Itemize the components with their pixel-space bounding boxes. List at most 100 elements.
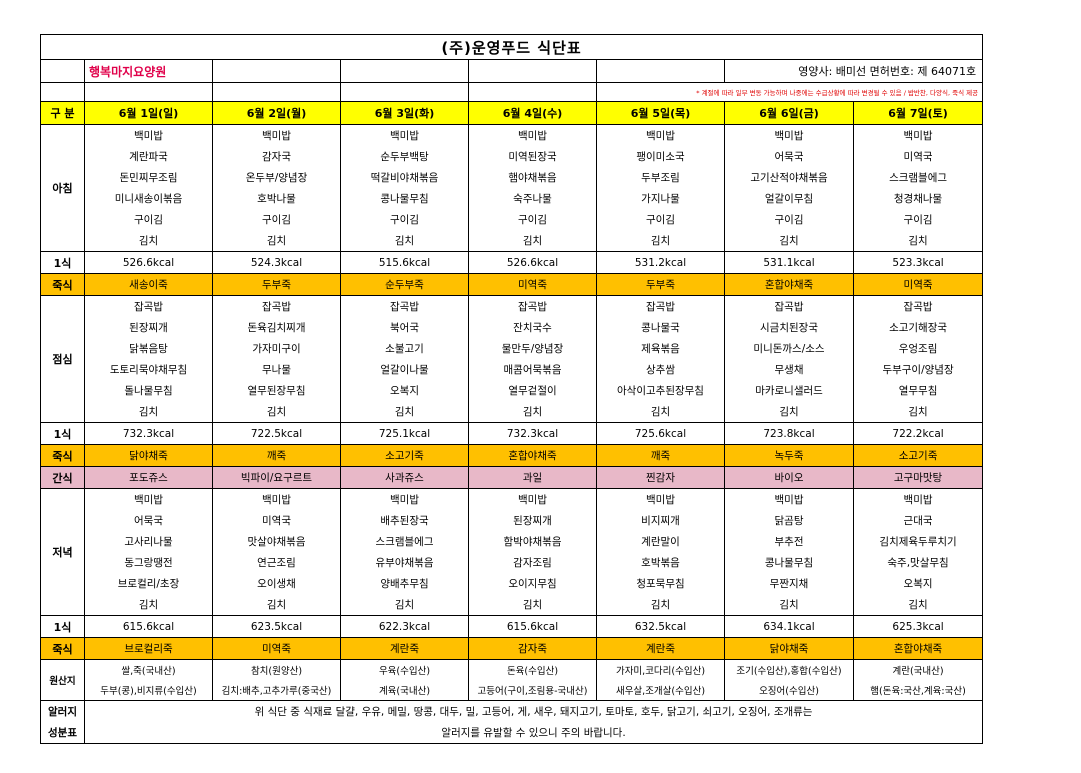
menu-item: 김치 xyxy=(212,230,341,252)
snack-item: 포도쥬스 xyxy=(84,466,213,489)
menu-item: 마카로니샐러드 xyxy=(724,380,854,401)
kcal-value: 531.2kcal xyxy=(596,251,725,274)
porridge-item: 소고기죽 xyxy=(852,444,984,467)
menu-item: 팽이미소국 xyxy=(596,146,725,167)
origin-item: 우육(수입산) xyxy=(340,659,469,680)
day-header: 6월 2일(월) xyxy=(212,101,341,125)
menu-item: 잡곡밥 xyxy=(212,295,341,317)
origin-item: 조기(수입산),홍합(수입산) xyxy=(724,659,854,680)
menu-item: 미역된장국 xyxy=(468,146,597,167)
origin-item: 참치(원양산) xyxy=(212,659,341,680)
porridge-item: 감자죽 xyxy=(468,637,597,660)
porridge-label: 죽식 xyxy=(40,637,85,660)
menu-item: 백미밥 xyxy=(84,488,213,510)
lunch-label: 점심 xyxy=(40,295,85,423)
porridge-item: 닭야채죽 xyxy=(84,444,213,467)
porridge-item: 계란죽 xyxy=(340,637,469,660)
kcal-value: 725.1kcal xyxy=(340,422,469,445)
menu-item: 스크램블에그 xyxy=(852,167,984,188)
menu-item: 감자조림 xyxy=(468,552,597,573)
snack-item: 사과쥬스 xyxy=(340,466,469,489)
menu-item: 김치 xyxy=(596,594,725,616)
kcal-value: 615.6kcal xyxy=(84,615,213,638)
snack-row: 간식 포도쥬스 빅파이/요구르트 사과쥬스 과일 찐감자 바이오 고구마맛탕 xyxy=(40,466,984,489)
dinner-menu-row: 김치 김치 김치 김치 김치 김치 김치 xyxy=(41,594,984,616)
menu-item: 소불고기 xyxy=(340,338,469,359)
menu-item: 돈민찌무조림 xyxy=(84,167,213,188)
menu-item: 가자미구이 xyxy=(212,338,341,359)
breakfast-kcal-row: 1식 526.6kcal 524.3kcal 515.6kcal 526.6kcal 53… xyxy=(40,251,984,274)
menu-item: 배추된장국 xyxy=(340,510,469,531)
porridge-item: 깨죽 xyxy=(596,444,725,467)
snack-label: 간식 xyxy=(40,466,85,489)
breakfast-menu-row: 계란파국 감자국 순두부백탕 미역된장국 팽이미소국 어묵국 미역국 xyxy=(41,146,984,167)
origin-item: 계육(국내산) xyxy=(340,680,469,701)
snack-item: 빅파이/요구르트 xyxy=(212,466,341,489)
menu-item: 미니돈까스/소스 xyxy=(724,338,854,359)
menu-item: 김치 xyxy=(596,230,725,252)
porridge-item: 소고기죽 xyxy=(340,444,469,467)
lunch-menu-row: 닭볶음탕 가자미구이 소불고기 물만두/양념장 제육볶음 미니돈까스/소스 우엉조림 xyxy=(41,338,984,359)
menu-item: 김치 xyxy=(340,594,469,616)
kcal-value: 622.3kcal xyxy=(340,615,469,638)
porridge-item: 미역죽 xyxy=(852,273,984,296)
menu-item: 부추전 xyxy=(724,531,854,552)
menu-item: 김치제육두루치기 xyxy=(852,531,984,552)
menu-item: 김치 xyxy=(340,401,469,423)
menu-item: 호박나물 xyxy=(212,188,341,209)
menu-item: 콩나물국 xyxy=(596,317,725,338)
menu-item: 백미밥 xyxy=(340,488,469,510)
menu-item: 돌나물무침 xyxy=(84,380,213,401)
menu-item: 스크램블에그 xyxy=(340,531,469,552)
menu-item: 온두부/양념장 xyxy=(212,167,341,188)
lunch-kcal-row: 1식 732.3kcal 722.5kcal 725.1kcal 732.3kcal 72… xyxy=(40,422,984,445)
kcal-value: 531.1kcal xyxy=(724,251,854,274)
porridge-item: 새송이죽 xyxy=(84,273,213,296)
menu-item: 숙주나물 xyxy=(468,188,597,209)
menu-item: 김치 xyxy=(724,594,854,616)
menu-item: 매콤어묵볶음 xyxy=(468,359,597,380)
menu-item: 열무겉절이 xyxy=(468,380,597,401)
kcal-value: 524.3kcal xyxy=(212,251,341,274)
header-row: 구 분 6월 1일(일) 6월 2일(월) 6월 3일(화) 6월 4일(수) … xyxy=(40,101,984,125)
allergy-row: 알러지 위 식단 중 식재료 달걀, 우유, 메밀, 땅콩, 대두, 밀, 고등어… xyxy=(40,700,984,722)
menu-item: 구이김 xyxy=(724,209,854,230)
header-label: 구 분 xyxy=(40,101,85,125)
day-header: 6월 3일(화) xyxy=(340,101,469,125)
dinner-label: 저녁 xyxy=(40,488,85,616)
allergy-text: 알러지를 유발할 수 있으니 주의 바랍니다. xyxy=(83,722,984,744)
kcal-value: 632.5kcal xyxy=(596,615,725,638)
menu-item: 미역국 xyxy=(212,510,341,531)
menu-item: 유부야채볶음 xyxy=(340,552,469,573)
day-header: 6월 7일(토) xyxy=(852,101,984,125)
origin-item: 두부(콩),비지류(수입산) xyxy=(84,680,213,701)
menu-item: 도토리묵야채무침 xyxy=(84,359,213,380)
kcal-label: 1식 xyxy=(40,251,85,274)
menu-item: 잡곡밥 xyxy=(596,295,725,317)
menu-item: 청포묵무침 xyxy=(596,573,725,594)
kcal-value: 725.6kcal xyxy=(596,422,725,445)
menu-item: 백미밥 xyxy=(724,124,854,146)
lunch-menu-row: 김치 김치 김치 김치 김치 김치 김치 xyxy=(41,401,984,423)
menu-item: 잡곡밥 xyxy=(852,295,984,317)
kcal-value: 526.6kcal xyxy=(84,251,213,274)
menu-item: 상추쌈 xyxy=(596,359,725,380)
porridge-item: 혼합야채죽 xyxy=(468,444,597,467)
menu-item: 순두부백탕 xyxy=(340,146,469,167)
menu-item: 청경채나물 xyxy=(852,188,984,209)
menu-item: 호박볶음 xyxy=(596,552,725,573)
dinner-menu-row: 브로컬리/초장 오이생채 양배추무침 오이지무침 청포묵무침 무짠지채 오복지 xyxy=(41,573,984,594)
day-header: 6월 1일(일) xyxy=(84,101,213,125)
menu-item: 시금치된장국 xyxy=(724,317,854,338)
menu-item: 김치 xyxy=(84,401,213,423)
snack-item: 바이오 xyxy=(724,466,854,489)
menu-item: 열무무침 xyxy=(852,380,984,401)
menu-item: 어묵국 xyxy=(84,510,213,531)
menu-item: 무짠지채 xyxy=(724,573,854,594)
kcal-label: 1식 xyxy=(40,615,85,638)
menu-item: 잡곡밥 xyxy=(724,295,854,317)
allergy-text: 위 식단 중 식재료 달걀, 우유, 메밀, 땅콩, 대두, 밀, 고등어, 게… xyxy=(83,700,984,722)
menu-item: 제육볶음 xyxy=(596,338,725,359)
menu-sheet: (주)운영푸드 식단표 행복마지요양원 영양사: 배미선 면허번호: 제 640… xyxy=(39,34,984,744)
snack-item: 과일 xyxy=(468,466,597,489)
